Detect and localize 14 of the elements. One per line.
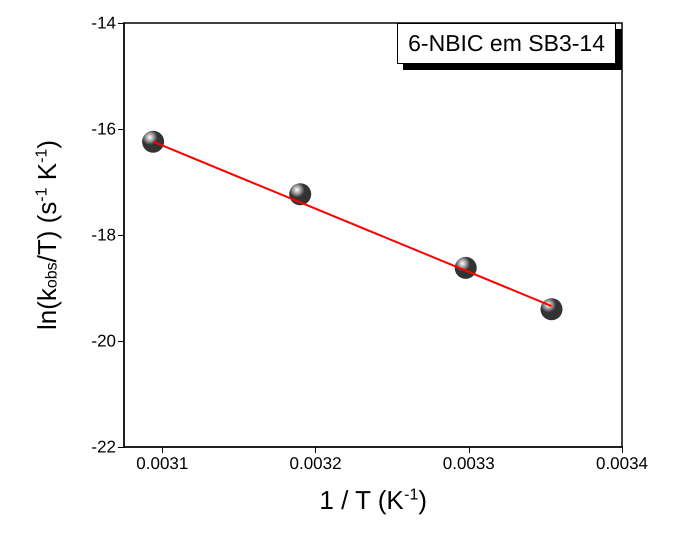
y-tick-label: -18 [91,226,116,244]
x-tick-label: 0.0032 [290,454,342,473]
x-tick-label: 0.0034 [596,454,648,473]
y-tick-label: -14 [91,14,116,32]
point [289,183,312,206]
x-tick-label: 0.0031 [136,454,188,473]
annotation: 6-NBIC em SB3-14 [397,23,616,64]
x-tick-label: 0.0033 [442,454,495,473]
y-tick-label: -20 [91,332,116,350]
y-tick-label: -22 [91,438,116,456]
point [142,130,164,153]
y-tick-label: -16 [91,120,116,138]
point [540,298,563,320]
y-axis-title: ln(kobs/T) (s-1 K-1) [32,140,62,330]
